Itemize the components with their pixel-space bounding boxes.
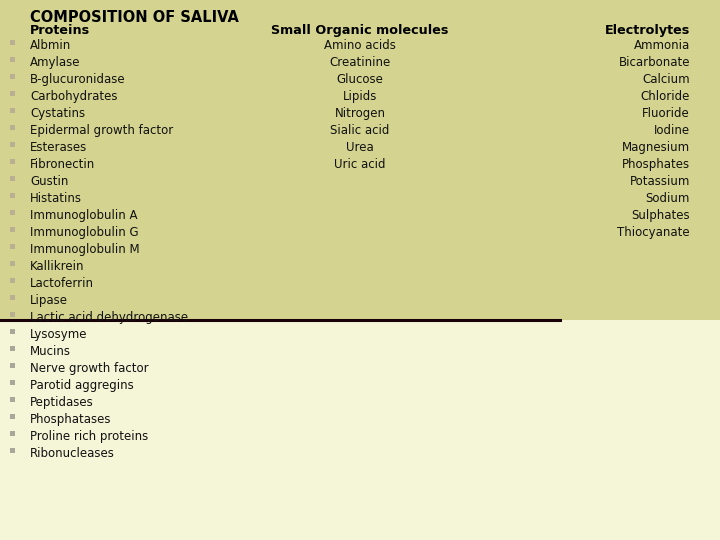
Text: Amino acids: Amino acids (324, 39, 396, 52)
Text: Phosphates: Phosphates (622, 158, 690, 171)
Text: Thiocyanate: Thiocyanate (617, 226, 690, 239)
Text: Electrolytes: Electrolytes (605, 24, 690, 37)
Text: Ribonucleases: Ribonucleases (30, 447, 115, 460)
Bar (10, 159, 15, 164)
Text: Creatinine: Creatinine (329, 56, 391, 69)
Bar (10, 396, 15, 402)
Text: Carbohydrates: Carbohydrates (30, 90, 117, 103)
Text: Esterases: Esterases (30, 141, 87, 154)
Text: Urea: Urea (346, 141, 374, 154)
Text: Fluoride: Fluoride (642, 107, 690, 120)
Text: Immunoglobulin M: Immunoglobulin M (30, 243, 140, 256)
Bar (10, 39, 15, 44)
Bar (10, 192, 15, 198)
Text: Mucins: Mucins (30, 345, 71, 358)
Text: Lipids: Lipids (343, 90, 377, 103)
Bar (10, 448, 15, 453)
Bar (10, 107, 15, 112)
Bar (10, 328, 15, 334)
Text: Cystatins: Cystatins (30, 107, 85, 120)
Bar (10, 278, 15, 282)
Text: Ammonia: Ammonia (634, 39, 690, 52)
Text: Albmin: Albmin (30, 39, 71, 52)
Bar (10, 346, 15, 350)
Text: Glucose: Glucose (336, 73, 384, 86)
Text: B-glucuronidase: B-glucuronidase (30, 73, 125, 86)
Text: Bicarbonate: Bicarbonate (618, 56, 690, 69)
Text: Potassium: Potassium (629, 175, 690, 188)
Text: Uric acid: Uric acid (334, 158, 386, 171)
Bar (10, 176, 15, 180)
Text: Sialic acid: Sialic acid (330, 124, 390, 137)
Bar (10, 210, 15, 214)
Bar (10, 226, 15, 232)
Text: Epidermal growth factor: Epidermal growth factor (30, 124, 174, 137)
Bar (10, 57, 15, 62)
Bar (10, 125, 15, 130)
Text: Lactic acid dehydrogenase: Lactic acid dehydrogenase (30, 311, 188, 324)
Bar (10, 380, 15, 384)
Text: Phosphatases: Phosphatases (30, 413, 112, 426)
Text: Lipase: Lipase (30, 294, 68, 307)
Text: Small Organic molecules: Small Organic molecules (271, 24, 449, 37)
Bar (10, 73, 15, 78)
Text: Chloride: Chloride (641, 90, 690, 103)
Text: Nitrogen: Nitrogen (335, 107, 385, 120)
Bar (0, 0, 720, 320)
Text: Iodine: Iodine (654, 124, 690, 137)
Bar (10, 91, 15, 96)
Text: Lactoferrin: Lactoferrin (30, 277, 94, 290)
Bar (10, 260, 15, 266)
Bar (0, 320, 720, 540)
Text: Calcium: Calcium (642, 73, 690, 86)
Text: Histatins: Histatins (30, 192, 82, 205)
Text: Immunoglobulin G: Immunoglobulin G (30, 226, 139, 239)
Text: COMPOSITION OF SALIVA: COMPOSITION OF SALIVA (30, 10, 239, 25)
Bar (10, 362, 15, 368)
Text: Magnesium: Magnesium (622, 141, 690, 154)
Text: Sulphates: Sulphates (631, 209, 690, 222)
Text: Gustin: Gustin (30, 175, 68, 188)
Bar (10, 312, 15, 316)
Text: Sodium: Sodium (646, 192, 690, 205)
Bar (10, 414, 15, 418)
Bar (10, 244, 15, 248)
Text: Immunoglobulin A: Immunoglobulin A (30, 209, 138, 222)
Text: Nerve growth factor: Nerve growth factor (30, 362, 148, 375)
Bar (10, 430, 15, 435)
Text: Kallikrein: Kallikrein (30, 260, 84, 273)
Text: Peptidases: Peptidases (30, 396, 94, 409)
Text: Amylase: Amylase (30, 56, 81, 69)
Text: Lysosyme: Lysosyme (30, 328, 88, 341)
Text: Parotid aggregins: Parotid aggregins (30, 379, 134, 392)
Text: Proteins: Proteins (30, 24, 90, 37)
Bar (10, 294, 15, 300)
Bar (10, 141, 15, 146)
Text: Fibronectin: Fibronectin (30, 158, 95, 171)
Text: Proline rich proteins: Proline rich proteins (30, 430, 148, 443)
